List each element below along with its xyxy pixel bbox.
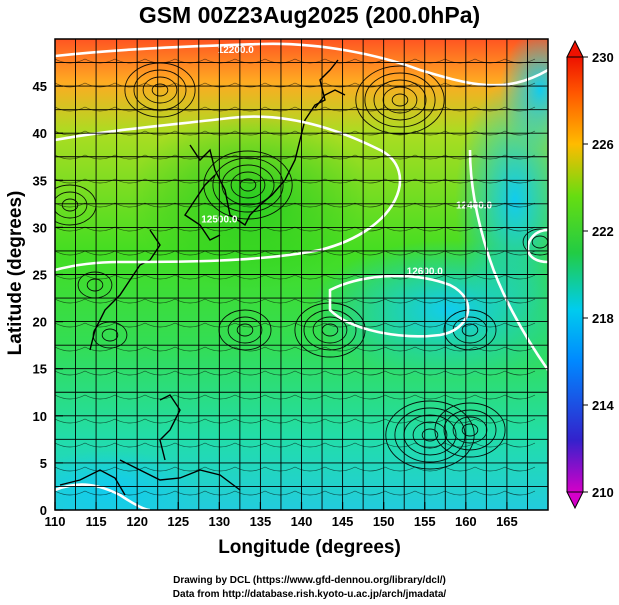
streamline [55,490,536,496]
streamline [55,322,536,328]
streamline [55,178,536,184]
y-tick-label: 45 [33,79,47,94]
colorbar-tick-label: 210 [592,485,614,500]
x-axis-label: Longitude (degrees) [218,537,401,558]
y-tick-label: 15 [33,362,47,377]
streamline-loop [236,323,254,337]
streamline-loop [55,191,88,219]
streamline-loop [61,198,79,212]
streamline-loop [461,423,479,437]
streamline-loop [355,65,445,135]
contour-label: 12200.0 [218,45,255,56]
chart-title: GSM 00Z23Aug2025 (200.0hPa) [138,2,481,28]
streamline-loop [312,316,348,344]
credit-data: Data from http://database.rish.kyoto-u.a… [172,589,447,600]
contour-label: 12400.0 [456,201,493,212]
streamline [55,106,536,112]
streamline [55,274,536,280]
x-tick-label: 110 [45,514,66,529]
streamline-loop [230,171,266,199]
streamline-loop [412,421,448,449]
y-tick-label: 5 [40,456,47,471]
streamline [55,418,536,424]
y-tick-label: 25 [33,268,47,283]
streamline-loop [421,428,439,442]
x-tick-label: 115 [86,514,107,529]
streamline-loop [373,79,427,121]
streamline-loop [391,93,409,107]
x-tick-label: 155 [414,514,436,529]
streamline-loop [461,323,479,337]
x-tick-label: 145 [332,514,354,529]
streamline [55,370,536,376]
colorbar-tick-label: 214 [592,398,614,413]
x-tick-label: 165 [496,514,518,529]
colorbar-tick-label: 230 [592,50,614,65]
streamline-loop [227,316,263,344]
x-tick-label: 130 [208,514,230,529]
x-tick-label: 150 [373,514,395,529]
y-tick-label: 20 [33,315,47,330]
streamline-loop [434,402,506,458]
streamline-loop [151,83,169,97]
streamline [55,394,536,400]
y-tick-label: 35 [33,173,47,188]
y-tick-label: 30 [33,220,47,235]
streamline [55,346,536,352]
x-tick-label: 125 [167,514,189,529]
y-tick-label: 10 [33,409,47,424]
grid-lines [54,38,549,511]
streamline [55,154,536,160]
streamline-loop [101,328,119,342]
streamline-loop [522,228,548,256]
axes: 110 115 120 125 130 135 140 145 150 155 160 165 0 5 10… [33,79,518,529]
x-tick-label: 140 [291,514,313,529]
streamline-loop [86,278,104,292]
x-tick-label: 120 [126,514,148,529]
colorbar: 230 226 222 218 214 210 [566,39,614,510]
streamline-loop [212,157,284,213]
streamline [55,202,536,208]
streamline-loop [364,72,436,128]
streamline-loop [443,409,497,451]
colorbar-min-arrow [566,491,584,510]
streamline-loop [452,416,488,444]
colorbar-tick-label: 222 [592,224,614,239]
y-axis-label: Latitude (degrees) [5,190,26,356]
streamline [55,298,536,304]
streamline [55,466,536,472]
streamline-loop [142,76,178,104]
streamline-loop [443,309,497,351]
x-tick-label: 135 [250,514,272,529]
y-tick-label: 0 [40,503,47,518]
colorbar-tick-label: 226 [592,137,614,152]
colorbar-max-arrow [566,39,584,58]
y-tick-label: 40 [33,126,47,141]
streamline [55,442,536,448]
streamline [55,130,536,136]
colorbar-tick-label: 218 [592,311,614,326]
credit-drawing: Drawing by DCL (https://www.gfd-dennou.o… [173,575,446,586]
x-tick-label: 160 [455,514,477,529]
